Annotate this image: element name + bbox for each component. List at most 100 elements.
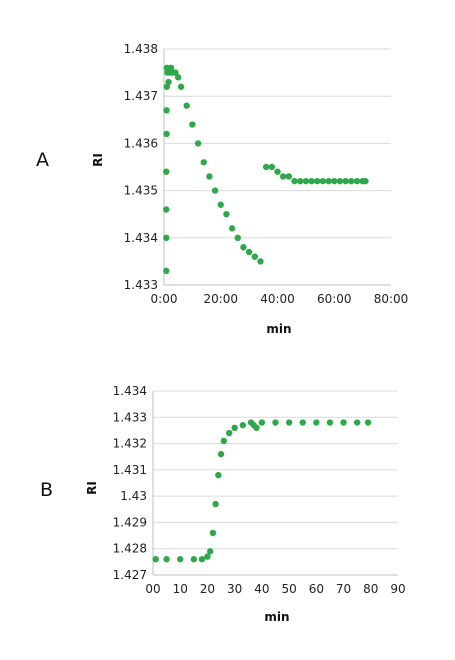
data-point [217, 450, 225, 458]
data-point [340, 419, 347, 426]
y-tick-label: 1.428 [113, 542, 147, 556]
x-tick-label: 70 [336, 582, 351, 596]
y-tick-label: 1.438 [124, 42, 158, 56]
x-tick-label: 20 [200, 582, 215, 596]
data-point [257, 258, 264, 265]
data-point [272, 419, 279, 426]
x-tick-label: 40 [254, 582, 269, 596]
data-point [165, 78, 172, 86]
y-tick-labels-a: 1.438 1.437 1.436 1.435 1.434 1.433 [124, 42, 158, 292]
data-point [362, 177, 369, 185]
y-tick-label: 1.437 [124, 89, 158, 103]
x-tick-label: 30 [227, 582, 242, 596]
data-point [198, 556, 206, 563]
data-point [190, 556, 198, 563]
chart-a: A RI min 1.4381.4371.4361.4351.4341.433 … [36, 42, 408, 336]
data-point [177, 83, 185, 90]
data-point [279, 173, 287, 180]
data-point [228, 225, 236, 232]
data-point [200, 159, 207, 166]
data-point [274, 168, 281, 175]
data-point [302, 177, 310, 185]
data-point [172, 69, 179, 76]
data-point [262, 163, 270, 171]
data-point [209, 529, 217, 537]
data-point [285, 419, 293, 426]
data-point [331, 177, 338, 185]
data-point [206, 548, 214, 555]
data-point [240, 244, 247, 251]
data-point [348, 177, 355, 185]
data-point [163, 206, 170, 213]
x-tick-label: 50 [281, 582, 296, 596]
x-tick-label: 80:00 [374, 292, 409, 306]
data-point [251, 253, 258, 260]
y-tick-label: 1.427 [113, 568, 147, 582]
data-point [215, 471, 222, 479]
x-axis-title-a: min [266, 322, 291, 336]
y-tick-label: 1.433 [113, 410, 147, 424]
data-point [189, 121, 196, 128]
y-tick-label: 1.431 [113, 463, 147, 477]
data-point [258, 419, 266, 426]
data-point [231, 424, 238, 431]
grid-a [163, 48, 391, 286]
x-tick-label: 60:00 [317, 292, 352, 306]
data-point [297, 177, 304, 185]
data-point [326, 419, 334, 426]
data-point [163, 267, 170, 275]
data-point [313, 419, 320, 426]
y-axis-title-b: RI [85, 481, 99, 495]
data-point [183, 102, 190, 109]
data-point [204, 553, 211, 560]
data-point [211, 187, 219, 194]
x-tick-label: 80 [363, 582, 378, 596]
x-tick-labels-b: 00 10 20 30 40 50 60 70 80 90 [145, 582, 405, 596]
y-tick-label: 1.43 [120, 489, 147, 503]
data-point [177, 556, 184, 563]
y-tick-label: 1.436 [124, 136, 158, 150]
x-tick-label: 00 [145, 582, 160, 596]
data-point [314, 177, 321, 185]
data-point [194, 140, 202, 147]
y-tick-labels-b: 1.434 1.433 1.432 1.431 1.43 1.429 1.428 1.427 [113, 384, 147, 582]
x-tick-label: 90 [390, 582, 405, 596]
data-point [353, 419, 361, 426]
data-point [234, 234, 241, 241]
panel-label-b: B [40, 479, 53, 501]
data-point [353, 177, 361, 185]
data-point [163, 130, 170, 138]
x-tick-labels-a: 0:00 20:00 40:00 60:00 80:00 [151, 292, 409, 306]
data-point [299, 419, 306, 426]
data-point [152, 556, 159, 563]
x-tick-label: 10 [173, 582, 188, 596]
data-point [206, 173, 213, 180]
y-tick-label: 1.434 [113, 384, 147, 398]
y-tick-label: 1.429 [113, 515, 147, 529]
y-tick-label: 1.432 [113, 437, 147, 451]
x-tick-label: 60 [309, 582, 324, 596]
data-point [217, 201, 224, 208]
data-points-b [152, 419, 372, 563]
data-point [336, 177, 344, 185]
y-tick-label: 1.435 [124, 184, 158, 198]
data-point [253, 424, 260, 431]
data-point [268, 163, 276, 171]
data-point [223, 211, 230, 218]
data-point [291, 177, 298, 185]
data-point [308, 177, 315, 185]
x-tick-label: 20:00 [203, 292, 238, 306]
x-tick-label: 40:00 [260, 292, 295, 306]
grid-b [152, 390, 398, 576]
y-axis-title-a: RI [91, 153, 105, 167]
y-tick-label: 1.433 [124, 278, 158, 292]
data-point [226, 429, 233, 437]
data-point [212, 500, 219, 508]
data-point [325, 177, 332, 185]
data-point [163, 168, 170, 175]
data-points-a [163, 64, 369, 275]
data-point [174, 74, 182, 81]
data-point [163, 234, 170, 241]
panel-label-a: A [36, 149, 49, 171]
